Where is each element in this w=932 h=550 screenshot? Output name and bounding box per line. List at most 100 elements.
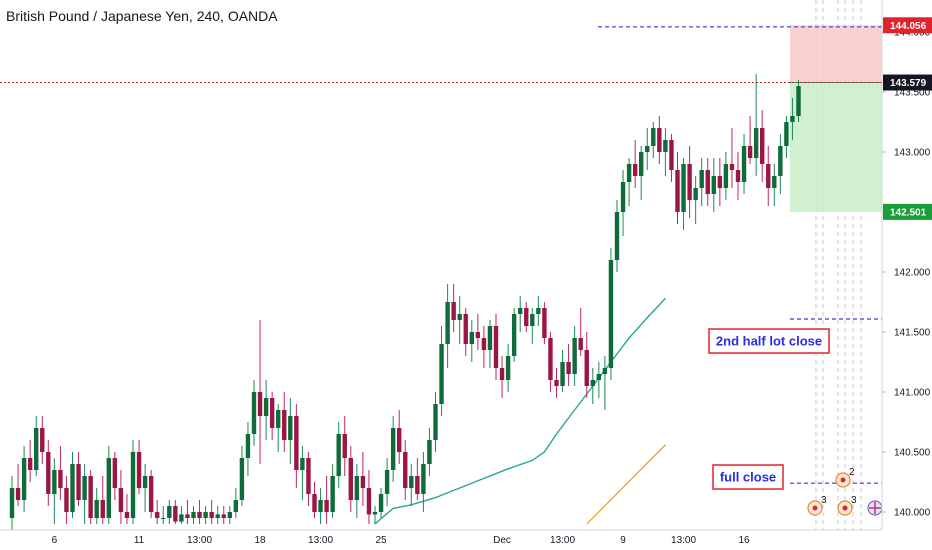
candle xyxy=(415,458,420,500)
candle-body xyxy=(209,512,214,518)
candle-body xyxy=(330,476,335,512)
candle xyxy=(233,488,239,518)
candle xyxy=(717,158,723,206)
candle xyxy=(433,392,438,452)
candle xyxy=(451,284,456,332)
candle-body xyxy=(439,344,444,404)
candle-body xyxy=(34,428,39,470)
candle xyxy=(34,416,39,476)
price-badge: 144.056 xyxy=(883,17,932,34)
ma-orange-line xyxy=(586,444,666,525)
candle-body xyxy=(766,164,771,188)
candle xyxy=(76,452,81,506)
candle-body xyxy=(276,410,281,428)
flag-icon xyxy=(867,500,883,516)
candle-body xyxy=(191,512,196,518)
candle-body xyxy=(233,500,239,512)
candle-body xyxy=(360,476,366,488)
candle xyxy=(203,506,208,524)
candle xyxy=(632,140,638,188)
candle-body xyxy=(288,416,293,440)
candle xyxy=(312,482,317,518)
candle-body xyxy=(372,512,378,515)
candle xyxy=(21,446,27,512)
candle xyxy=(318,488,323,524)
y-tick-label: 140.000 xyxy=(894,508,931,519)
candle-body xyxy=(760,128,765,164)
candle xyxy=(560,350,565,392)
candle-body xyxy=(312,494,317,512)
x-tick-label: 13:00 xyxy=(308,535,333,546)
candle xyxy=(572,326,577,386)
candle-body xyxy=(548,338,553,380)
candle-body xyxy=(239,458,245,500)
candle xyxy=(257,320,263,464)
candle-body xyxy=(554,380,559,386)
candle-body xyxy=(94,500,99,518)
candle-body xyxy=(705,170,710,194)
candle xyxy=(136,440,142,494)
candle-body xyxy=(342,434,347,458)
candle-body xyxy=(203,512,208,518)
event-marker: 2 xyxy=(835,467,855,488)
event-count: 3 xyxy=(821,495,827,506)
candle xyxy=(227,506,232,524)
candle xyxy=(409,464,414,506)
candle-body xyxy=(790,116,795,122)
candle-body xyxy=(747,146,753,158)
candle xyxy=(354,464,360,518)
price-axis: 144.000143.500143.000142.500142.000141.5… xyxy=(881,0,932,530)
candle xyxy=(112,452,118,500)
candle-body xyxy=(173,506,178,522)
candle xyxy=(118,470,124,524)
candle-body xyxy=(227,512,232,518)
candle xyxy=(336,422,341,488)
y-tick-label: 143.000 xyxy=(894,148,931,159)
candle xyxy=(294,404,299,488)
candle-body xyxy=(687,164,692,200)
candle xyxy=(530,308,535,344)
candle-body xyxy=(46,452,51,494)
candle-body xyxy=(40,428,45,452)
candle-body xyxy=(15,488,21,500)
candle xyxy=(276,404,281,452)
candle xyxy=(766,146,771,206)
candle-body xyxy=(645,146,650,152)
candle-body xyxy=(324,500,329,512)
stop-loss-zone xyxy=(790,25,882,83)
candle xyxy=(639,146,644,200)
candle-body xyxy=(366,488,372,515)
candle-body xyxy=(251,392,257,434)
candle-body xyxy=(403,452,408,488)
candle-body xyxy=(469,332,474,344)
candle xyxy=(729,128,735,188)
candle-body xyxy=(675,170,680,212)
price-badge-label: 143.579 xyxy=(890,78,927,89)
candle xyxy=(300,446,305,500)
candle xyxy=(772,164,777,206)
candle-body xyxy=(136,452,142,488)
candle-body xyxy=(76,464,81,500)
candle-body xyxy=(155,512,160,518)
price-badge-bg xyxy=(883,203,932,220)
candle xyxy=(378,488,384,518)
candle xyxy=(536,296,541,326)
candle xyxy=(306,452,311,506)
event-markers: 3 3 2 xyxy=(807,467,883,516)
annotation-label: full close xyxy=(720,470,776,485)
x-tick-label: 16 xyxy=(738,535,750,546)
candle-body xyxy=(505,356,511,380)
candle-body xyxy=(257,392,263,416)
candle xyxy=(626,158,632,206)
x-tick-label: Dec xyxy=(493,535,511,546)
candle-body xyxy=(354,476,360,500)
candle-body xyxy=(784,122,789,146)
candle-body xyxy=(681,164,686,212)
candle xyxy=(330,464,335,518)
candle xyxy=(518,296,523,332)
candle-body xyxy=(463,314,468,344)
candle-body xyxy=(300,458,305,470)
candle xyxy=(796,80,801,122)
candle xyxy=(790,98,795,140)
